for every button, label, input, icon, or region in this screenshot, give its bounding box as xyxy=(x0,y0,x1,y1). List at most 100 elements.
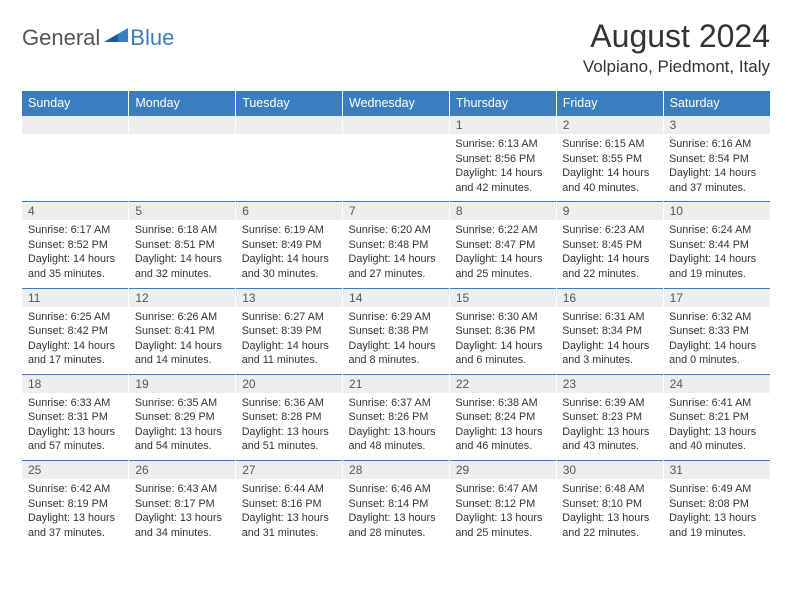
sunset-line: Sunset: 8:17 PM xyxy=(135,497,230,512)
sunrise-line: Sunrise: 6:42 AM xyxy=(28,482,123,497)
sunrise-line: Sunrise: 6:33 AM xyxy=(28,396,123,411)
day-number-cell xyxy=(236,116,343,135)
daylight-line2: and 0 minutes. xyxy=(669,353,764,368)
day-number-cell xyxy=(129,116,236,135)
sunset-line: Sunset: 8:33 PM xyxy=(669,324,764,339)
day-info-cell: Sunrise: 6:39 AMSunset: 8:23 PMDaylight:… xyxy=(556,393,663,461)
daylight-line1: Daylight: 14 hours xyxy=(135,252,230,267)
day-info-cell: Sunrise: 6:41 AMSunset: 8:21 PMDaylight:… xyxy=(663,393,770,461)
daylight-line2: and 32 minutes. xyxy=(135,267,230,282)
day-info-cell: Sunrise: 6:46 AMSunset: 8:14 PMDaylight:… xyxy=(343,479,450,546)
month-title: August 2024 xyxy=(583,18,770,55)
sunset-line: Sunset: 8:44 PM xyxy=(669,238,764,253)
day-number-cell: 19 xyxy=(129,374,236,393)
calendar-page: General Blue August 2024 Volpiano, Piedm… xyxy=(0,0,792,558)
sunset-line: Sunset: 8:49 PM xyxy=(242,238,337,253)
sunrise-line: Sunrise: 6:19 AM xyxy=(242,223,337,238)
day-number-cell: 31 xyxy=(663,461,770,480)
day-number-row: 123 xyxy=(22,116,770,135)
daylight-line2: and 40 minutes. xyxy=(669,439,764,454)
sunset-line: Sunset: 8:55 PM xyxy=(562,152,657,167)
sunrise-line: Sunrise: 6:44 AM xyxy=(242,482,337,497)
day-info-cell: Sunrise: 6:27 AMSunset: 8:39 PMDaylight:… xyxy=(236,307,343,375)
sunset-line: Sunset: 8:52 PM xyxy=(28,238,123,253)
day-info-cell: Sunrise: 6:19 AMSunset: 8:49 PMDaylight:… xyxy=(236,220,343,288)
day-info-cell xyxy=(343,134,450,202)
weekday-header: Friday xyxy=(556,91,663,116)
daylight-line1: Daylight: 14 hours xyxy=(669,166,764,181)
sunrise-line: Sunrise: 6:29 AM xyxy=(349,310,444,325)
sunset-line: Sunset: 8:26 PM xyxy=(349,410,444,425)
day-info-cell: Sunrise: 6:38 AMSunset: 8:24 PMDaylight:… xyxy=(449,393,556,461)
daylight-line1: Daylight: 14 hours xyxy=(349,252,444,267)
sunset-line: Sunset: 8:39 PM xyxy=(242,324,337,339)
day-number-row: 18192021222324 xyxy=(22,374,770,393)
calendar-table: Sunday Monday Tuesday Wednesday Thursday… xyxy=(22,91,770,546)
sunset-line: Sunset: 8:34 PM xyxy=(562,324,657,339)
daylight-line2: and 28 minutes. xyxy=(349,526,444,541)
daylight-line2: and 48 minutes. xyxy=(349,439,444,454)
day-number-cell xyxy=(22,116,129,135)
daylight-line2: and 27 minutes. xyxy=(349,267,444,282)
sunrise-line: Sunrise: 6:22 AM xyxy=(455,223,550,238)
sunrise-line: Sunrise: 6:43 AM xyxy=(135,482,230,497)
brand-mark-icon xyxy=(104,24,128,51)
sunrise-line: Sunrise: 6:20 AM xyxy=(349,223,444,238)
sunrise-line: Sunrise: 6:27 AM xyxy=(242,310,337,325)
sunset-line: Sunset: 8:47 PM xyxy=(455,238,550,253)
sunrise-line: Sunrise: 6:48 AM xyxy=(562,482,657,497)
day-info-cell: Sunrise: 6:37 AMSunset: 8:26 PMDaylight:… xyxy=(343,393,450,461)
sunset-line: Sunset: 8:08 PM xyxy=(669,497,764,512)
sunset-line: Sunset: 8:24 PM xyxy=(455,410,550,425)
day-info-row: Sunrise: 6:13 AMSunset: 8:56 PMDaylight:… xyxy=(22,134,770,202)
day-info-cell: Sunrise: 6:36 AMSunset: 8:28 PMDaylight:… xyxy=(236,393,343,461)
day-info-cell: Sunrise: 6:49 AMSunset: 8:08 PMDaylight:… xyxy=(663,479,770,546)
daylight-line2: and 30 minutes. xyxy=(242,267,337,282)
sunset-line: Sunset: 8:54 PM xyxy=(669,152,764,167)
day-info-row: Sunrise: 6:17 AMSunset: 8:52 PMDaylight:… xyxy=(22,220,770,288)
day-info-cell xyxy=(129,134,236,202)
sunrise-line: Sunrise: 6:17 AM xyxy=(28,223,123,238)
day-info-cell: Sunrise: 6:44 AMSunset: 8:16 PMDaylight:… xyxy=(236,479,343,546)
day-info-cell: Sunrise: 6:17 AMSunset: 8:52 PMDaylight:… xyxy=(22,220,129,288)
daylight-line2: and 42 minutes. xyxy=(455,181,550,196)
day-info-cell xyxy=(236,134,343,202)
sunset-line: Sunset: 8:19 PM xyxy=(28,497,123,512)
day-info-row: Sunrise: 6:25 AMSunset: 8:42 PMDaylight:… xyxy=(22,307,770,375)
day-info-row: Sunrise: 6:42 AMSunset: 8:19 PM Daylight:… xyxy=(22,479,770,546)
daylight-line1: Daylight: 13 hours xyxy=(135,425,230,440)
day-number-cell: 11 xyxy=(22,288,129,307)
day-number-cell: 17 xyxy=(663,288,770,307)
sunset-line: Sunset: 8:10 PM xyxy=(562,497,657,512)
sunset-line: Sunset: 8:56 PM xyxy=(455,152,550,167)
day-number-cell: 3 xyxy=(663,116,770,135)
day-info-cell xyxy=(22,134,129,202)
daylight-line2: and 25 minutes. xyxy=(455,267,550,282)
day-number-cell: 14 xyxy=(343,288,450,307)
daylight-line1: Daylight: 13 hours xyxy=(562,425,657,440)
daylight-line1: Daylight: 14 hours xyxy=(242,339,337,354)
daylight-line2: and 8 minutes. xyxy=(349,353,444,368)
day-number-cell: 4 xyxy=(22,202,129,221)
weekday-header: Wednesday xyxy=(343,91,450,116)
sunrise-line: Sunrise: 6:32 AM xyxy=(669,310,764,325)
daylight-line2: and 11 minutes. xyxy=(242,353,337,368)
daylight-line1: Daylight: 14 hours xyxy=(242,252,337,267)
day-number-cell: 12 xyxy=(129,288,236,307)
day-number-row: 45678910 xyxy=(22,202,770,221)
daylight-line2: and 25 minutes. xyxy=(455,526,550,541)
daylight-line1: Daylight: 14 hours xyxy=(28,252,123,267)
daylight-line1: Daylight: 13 hours xyxy=(669,425,764,440)
day-number-row: 11121314151617 xyxy=(22,288,770,307)
weekday-header: Thursday xyxy=(449,91,556,116)
day-info-cell: Sunrise: 6:15 AMSunset: 8:55 PMDaylight:… xyxy=(556,134,663,202)
day-number-cell: 13 xyxy=(236,288,343,307)
daylight-line1: Daylight: 13 hours xyxy=(242,511,337,526)
sunset-line: Sunset: 8:31 PM xyxy=(28,410,123,425)
sunrise-line: Sunrise: 6:16 AM xyxy=(669,137,764,152)
day-info-row: Sunrise: 6:33 AMSunset: 8:31 PM Daylight:… xyxy=(22,393,770,461)
day-info-cell: Sunrise: 6:31 AMSunset: 8:34 PMDaylight:… xyxy=(556,307,663,375)
sunrise-line: Sunrise: 6:18 AM xyxy=(135,223,230,238)
daylight-line1: Daylight: 13 hours xyxy=(455,425,550,440)
daylight-line2: and 43 minutes. xyxy=(562,439,657,454)
